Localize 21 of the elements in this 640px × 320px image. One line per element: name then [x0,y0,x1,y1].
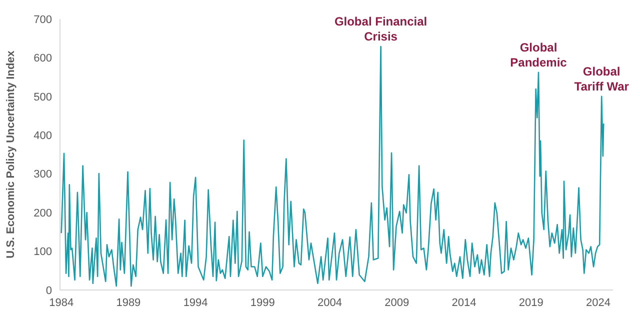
x-tick-label: 2009 [384,297,410,309]
y-axis-title: U.S. Economic Policy Uncertainty Index [5,50,17,258]
y-tick-label: 400 [34,130,52,142]
x-tick-label: 2004 [318,297,342,309]
y-tick-label: 200 [34,207,52,220]
x-tick-label: 2014 [452,297,476,309]
x-tick-label: 2019 [518,297,544,309]
x-tick-label: 1989 [116,297,141,309]
y-tick-label: 700 [34,14,52,26]
annotation: Global Financial Crisis [334,14,428,44]
y-tick-label: 600 [34,52,52,65]
y-tick-label: 100 [34,246,52,258]
y-tick-label: 500 [34,91,52,104]
y-tick-label: 300 [34,168,52,181]
annotation: Global Pandemic [510,40,568,70]
x-tick-label: 1984 [49,297,74,309]
y-tick-label: 0 [46,284,52,297]
x-tick-label: 1994 [183,297,208,309]
annotation: Global Tariff War [574,64,630,94]
x-tick-label: 1999 [250,297,275,309]
x-tick-label: 2024 [586,297,610,309]
